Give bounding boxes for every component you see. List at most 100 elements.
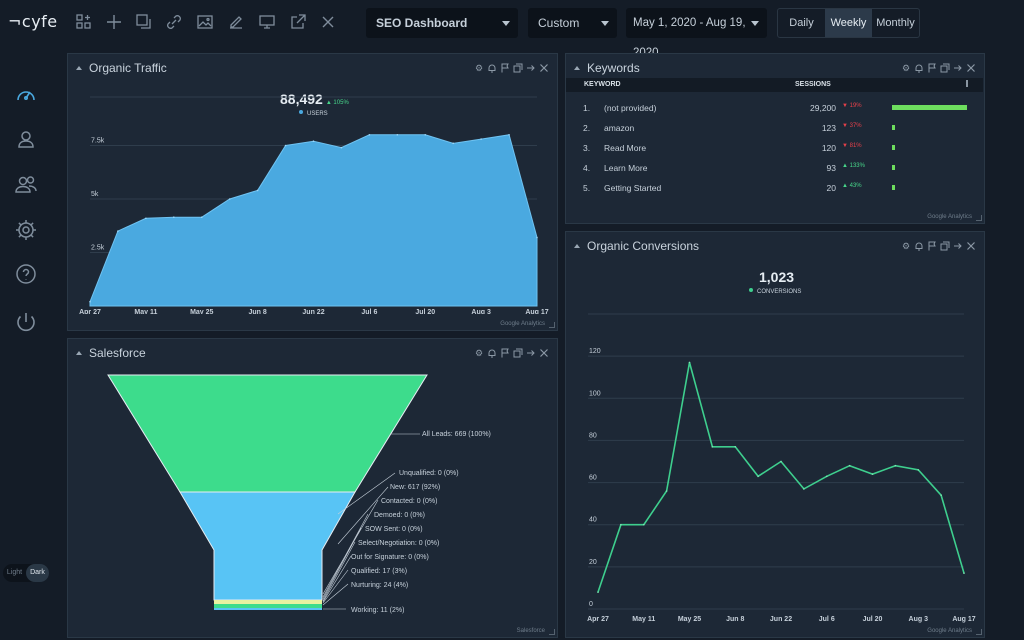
bell-icon[interactable]: [914, 241, 924, 251]
theme-dark-option[interactable]: Dark: [26, 564, 49, 582]
x-tick-label: Jul 6: [361, 309, 377, 314]
export-icon[interactable]: [953, 63, 963, 73]
data-point: [642, 523, 645, 526]
gear-icon[interactable]: ⚙: [901, 241, 911, 251]
table-row[interactable]: 2. amazon 123 ▼ 37%: [566, 123, 983, 141]
copy-icon[interactable]: [135, 13, 153, 31]
data-point: [340, 146, 343, 149]
close-icon[interactable]: [319, 13, 337, 31]
widgets-icon[interactable]: [75, 13, 93, 31]
collapse-icon[interactable]: [76, 66, 82, 70]
theme-toggle[interactable]: Light Dark: [3, 564, 49, 582]
date-range-picker[interactable]: May 1, 2020 - Aug 19, 2020: [626, 8, 767, 59]
user-icon[interactable]: [14, 127, 38, 151]
duplicate-icon[interactable]: [513, 348, 523, 358]
resize-handle[interactable]: [976, 215, 982, 221]
resize-handle[interactable]: [976, 629, 982, 635]
collapse-icon[interactable]: [76, 351, 82, 355]
sidebar: Light Dark: [0, 46, 56, 640]
range-select[interactable]: Custom: [528, 8, 617, 38]
conversions-total: 1,023: [759, 269, 795, 285]
widget-title[interactable]: Organic Traffic: [76, 61, 167, 75]
collapse-icon[interactable]: [574, 244, 580, 248]
stage-label: Out for Signature: 0 (0%): [351, 554, 429, 561]
duplicate-icon[interactable]: [940, 63, 950, 73]
theme-light-option[interactable]: Light: [6, 569, 23, 576]
close-icon[interactable]: [539, 63, 549, 73]
x-tick-label: Jun 8: [726, 616, 744, 623]
duplicate-icon[interactable]: [513, 63, 523, 73]
gear-icon[interactable]: ⚙: [474, 63, 484, 73]
users-icon[interactable]: [14, 172, 38, 196]
bell-icon[interactable]: [487, 63, 497, 73]
export-icon[interactable]: [526, 63, 536, 73]
x-tick-label: Jul 20: [415, 309, 435, 314]
row-rank: 1.: [583, 103, 591, 113]
funnel-stage-qualified[interactable]: [214, 600, 322, 604]
cyfe-logo[interactable]: ¬cyfe: [8, 12, 58, 31]
export-icon[interactable]: [526, 348, 536, 358]
help-icon[interactable]: [14, 263, 38, 287]
row-keyword: Read More: [604, 143, 647, 153]
settings-icon[interactable]: [14, 218, 38, 242]
data-point: [312, 140, 315, 143]
x-tick-label: Aug 17: [525, 309, 548, 314]
funnel-stage-nurturing[interactable]: [214, 604, 322, 608]
table-row[interactable]: 5. Getting Started 20 ▲ 43%: [566, 183, 983, 201]
organic-conversions-widget: Organic Conversions ⚙ 1,023 CONVERSIONS …: [565, 231, 985, 638]
bell-icon[interactable]: [487, 348, 497, 358]
col-sessions-header[interactable]: SESSIONS: [795, 81, 831, 88]
scroll-indicator[interactable]: [966, 80, 968, 87]
row-keyword: (not provided): [604, 103, 657, 113]
resize-handle[interactable]: [549, 629, 555, 635]
power-icon[interactable]: [14, 310, 38, 334]
gear-icon[interactable]: ⚙: [901, 63, 911, 73]
collapse-icon[interactable]: [574, 66, 580, 70]
close-icon[interactable]: [966, 241, 976, 251]
dashboard-icon[interactable]: [14, 83, 38, 107]
widget-title[interactable]: Organic Conversions: [574, 239, 699, 253]
close-icon[interactable]: [966, 63, 976, 73]
image-icon[interactable]: [196, 13, 214, 31]
period-monthly-button[interactable]: Monthly: [876, 17, 915, 29]
link-icon[interactable]: [165, 13, 183, 31]
table-row[interactable]: 3. Read More 120 ▼ 81%: [566, 143, 983, 161]
add-icon[interactable]: [105, 13, 123, 31]
duplicate-icon[interactable]: [940, 241, 950, 251]
flag-icon[interactable]: [927, 63, 937, 73]
period-daily-button[interactable]: Daily: [789, 17, 814, 29]
table-row[interactable]: 1. (not provided) 29,200 ▼ 19%: [566, 103, 983, 121]
row-sessions: 93: [826, 163, 836, 173]
col-keyword-header[interactable]: KEYWORD: [584, 81, 621, 88]
flag-icon[interactable]: [500, 348, 510, 358]
resize-handle[interactable]: [549, 322, 555, 328]
stage-label: Unqualified: 0 (0%): [399, 470, 459, 477]
gear-icon[interactable]: ⚙: [474, 348, 484, 358]
period-weekly-button[interactable]: Weekly: [825, 9, 872, 37]
widget-controls: ⚙: [901, 241, 976, 251]
table-row[interactable]: 4. Learn More 93 ▲ 133%: [566, 163, 983, 181]
close-icon[interactable]: [539, 348, 549, 358]
funnel-stage-working[interactable]: [214, 608, 322, 610]
traffic-change: ▲ 105%: [325, 100, 349, 106]
row-share-bar: [892, 125, 895, 130]
monitor-icon[interactable]: [258, 13, 276, 31]
bell-icon[interactable]: [914, 63, 924, 73]
flag-icon[interactable]: [500, 63, 510, 73]
share-icon[interactable]: [289, 13, 307, 31]
edit-icon[interactable]: [227, 13, 245, 31]
widget-title[interactable]: Keywords: [574, 61, 640, 75]
chevron-down-icon: [601, 21, 609, 26]
widget-title[interactable]: Salesforce: [76, 346, 146, 360]
funnel-stage-all-leads[interactable]: [107, 374, 428, 493]
export-icon[interactable]: [953, 241, 963, 251]
data-point: [200, 216, 203, 218]
dashboard-select[interactable]: SEO Dashboard: [366, 8, 518, 38]
conversions-legend: CONVERSIONS: [749, 288, 801, 295]
y-tick-label: 120: [589, 348, 601, 355]
y-tick-label: 7.5k: [91, 138, 105, 145]
funnel-labels: All Leads: 669 (100%) Unqualified: 0 (0%…: [351, 431, 491, 614]
flag-icon[interactable]: [927, 241, 937, 251]
data-point: [368, 134, 371, 136]
